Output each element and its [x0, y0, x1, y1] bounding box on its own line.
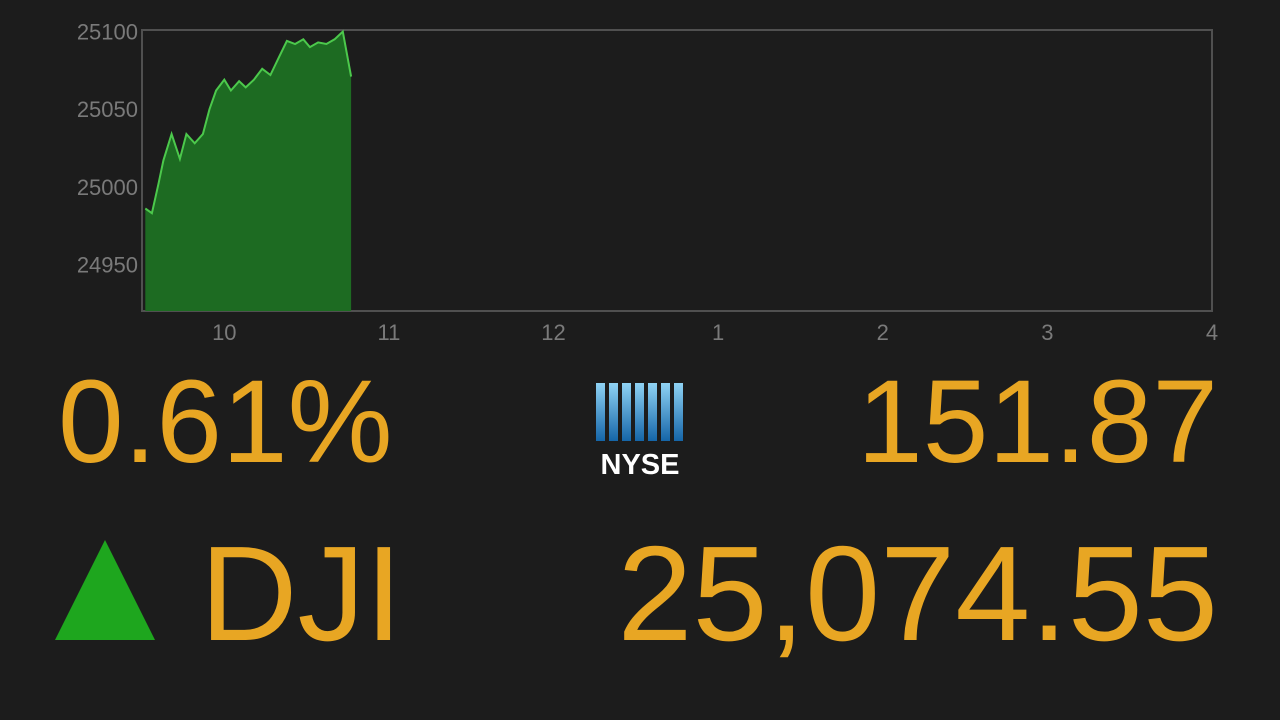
x-tick-label: 4	[1206, 320, 1218, 345]
logo-bar	[661, 383, 670, 441]
x-tick-label: 10	[212, 320, 236, 345]
plot-frame	[141, 29, 1213, 312]
x-tick-label: 12	[541, 320, 565, 345]
price-line	[144, 29, 353, 215]
x-tick-label: 1	[712, 320, 724, 345]
y-tick-label: 25050	[77, 97, 138, 122]
x-tick-label: 3	[1041, 320, 1053, 345]
x-tick-label: 2	[877, 320, 889, 345]
y-tick-label: 25000	[77, 175, 138, 200]
logo-bar	[609, 383, 618, 441]
x-tick-label: 11	[378, 320, 401, 345]
y-tick-label: 25100	[77, 20, 138, 45]
change-percent: 0.61%	[58, 356, 393, 488]
symbol: DJI	[200, 518, 403, 669]
up-arrow	[55, 540, 155, 640]
change-value: 151.87	[857, 356, 1218, 488]
nyse-logo: NYSE	[596, 383, 683, 481]
logo-bar	[622, 383, 631, 441]
price: 25,074.55	[617, 518, 1218, 669]
logo-bar	[674, 383, 683, 441]
y-tick-label: 24950	[77, 252, 138, 277]
exchange-label: NYSE	[601, 449, 680, 481]
logo-bar	[635, 383, 644, 441]
logo-bar	[596, 383, 605, 441]
logo-bar	[648, 383, 657, 441]
area-fill	[145, 31, 352, 311]
